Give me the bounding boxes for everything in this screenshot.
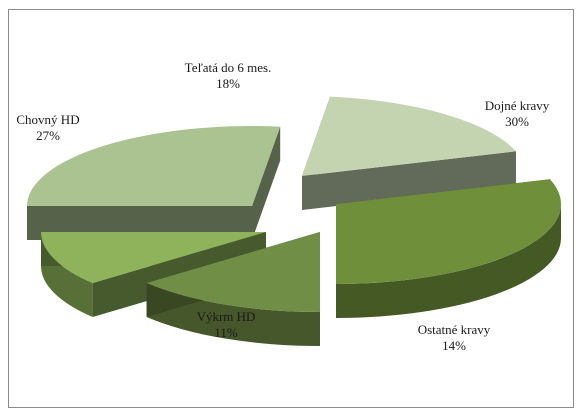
pie-slice-top-chovny-hd — [27, 126, 281, 206]
data-label-value-dojne-kravy: 30% — [505, 114, 529, 129]
pie-slice-ostatne-kravy — [146, 232, 320, 346]
data-label-name-telata-do-6-mes: Teľatá do 6 mes. — [185, 60, 272, 75]
pie-slice-top-ostatne-kravy — [146, 232, 320, 312]
data-label-value-ostatne-kravy: 14% — [442, 338, 466, 353]
data-label-value-vykrm-hd: 11% — [214, 325, 238, 340]
pie-slice-dojne-kravy — [336, 179, 562, 318]
pie-slice-top-vykrm-hd — [41, 232, 266, 283]
pie-slice-wall-chovny-hd-0 — [27, 206, 252, 240]
data-label-name-dojne-kravy: Dojné kravy — [485, 98, 550, 113]
pie-slice-wall-chovny-hd-1 — [252, 126, 281, 240]
pie-slice-side-dojne-kravy — [336, 204, 561, 318]
pie-slice-top-dojne-kravy — [336, 179, 562, 284]
pie-slice-top-telata-do-6-mes — [302, 96, 516, 176]
data-label-name-chovny-hd: Chovný HD — [16, 112, 79, 127]
data-label-value-chovny-hd: 27% — [36, 128, 60, 143]
pie-slice-side-vykrm-hd — [41, 232, 93, 317]
pie-slice-wall-telata-do-6-mes-1 — [302, 151, 516, 210]
data-label-value-telata-do-6-mes: 18% — [216, 76, 240, 91]
data-label-name-ostatne-kravy: Ostatné kravy — [418, 322, 491, 337]
data-label-name-vykrm-hd: Výkrm HD — [197, 309, 256, 324]
pie-slice-chovny-hd — [27, 126, 281, 240]
pie-slice-telata-do-6-mes — [302, 96, 516, 210]
